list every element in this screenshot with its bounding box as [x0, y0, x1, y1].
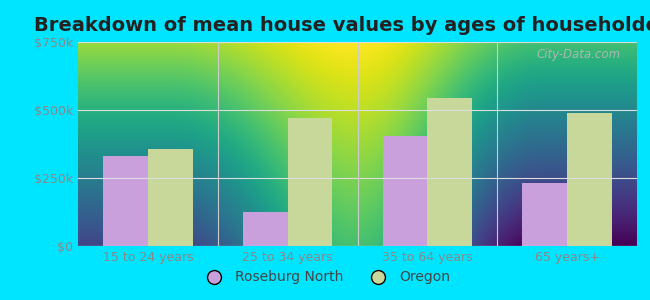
Bar: [523, 183, 567, 246]
Bar: [567, 113, 612, 246]
Bar: [243, 212, 287, 246]
Legend: Roseburg North, Oregon: Roseburg North, Oregon: [194, 265, 456, 290]
Bar: [148, 149, 192, 246]
Title: Breakdown of mean house values by ages of householders: Breakdown of mean house values by ages o…: [34, 16, 650, 35]
Text: City-Data.com: City-Data.com: [536, 48, 620, 61]
Bar: [287, 118, 332, 246]
Bar: [103, 156, 148, 246]
Bar: [428, 98, 472, 246]
Bar: [383, 136, 428, 246]
